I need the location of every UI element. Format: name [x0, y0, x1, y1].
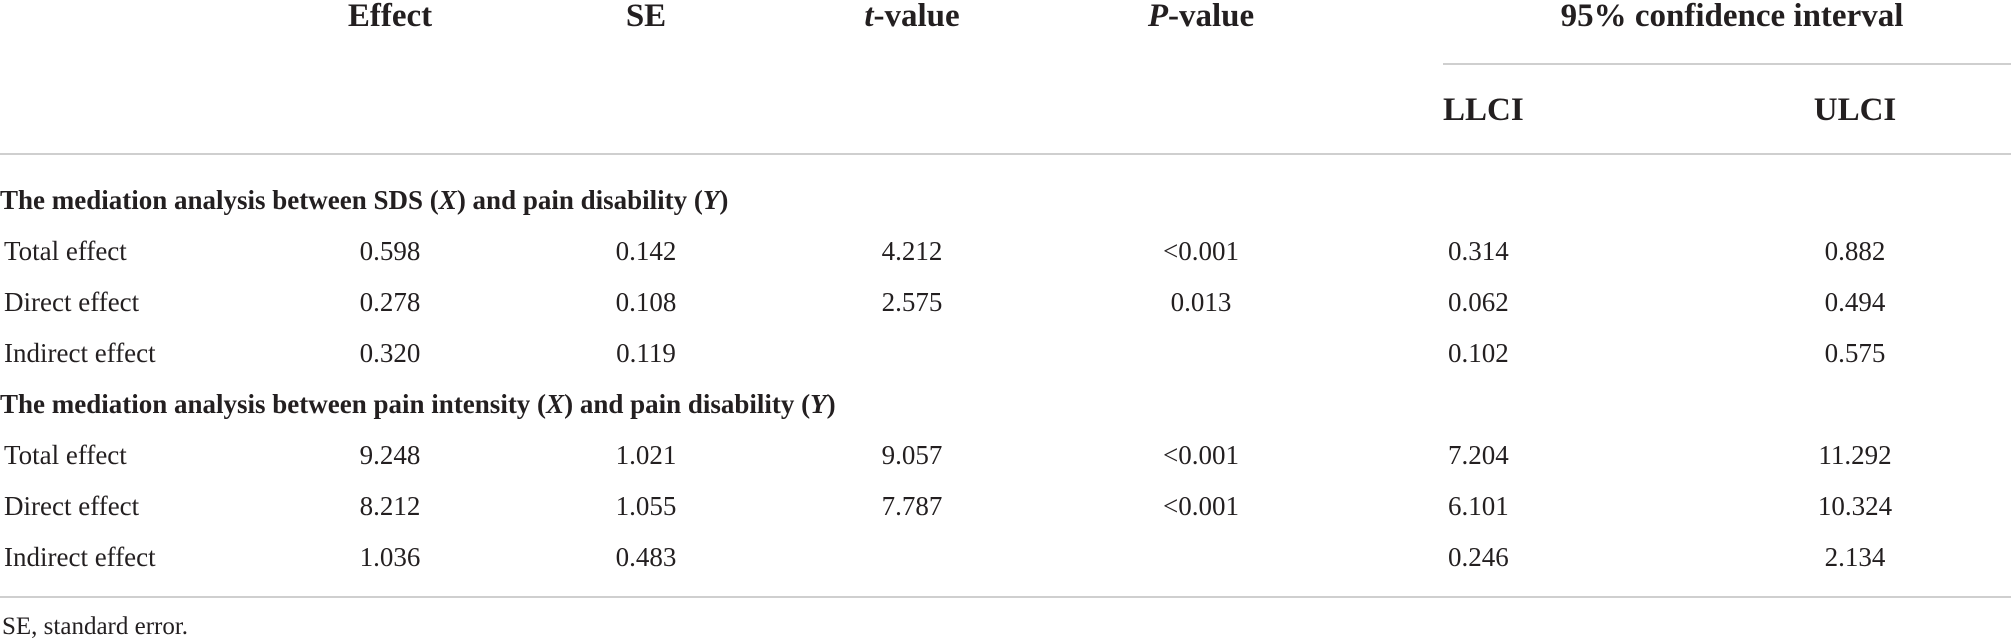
row-label: Total effect: [4, 440, 127, 470]
section-title-y: Y: [702, 185, 720, 215]
cell-effect: 9.248: [359, 440, 421, 470]
row-label: Total effect: [4, 236, 127, 266]
cell-se: 1.055: [615, 491, 677, 521]
cell-llci: 6.101: [1448, 491, 1509, 521]
cell-effect: 0.598: [359, 236, 421, 266]
header-effect: Effect: [347, 0, 433, 34]
cell-ulci: 0.494: [1824, 287, 1886, 317]
table-footnote: SE, standard error.: [2, 613, 189, 640]
cell-p: <0.001: [1163, 236, 1239, 266]
header-p-value-rest: -value: [1168, 0, 1255, 34]
cell-ulci: 0.575: [1824, 338, 1886, 368]
header-ulci: ULCI: [1813, 92, 1897, 128]
cell-ulci: 2.134: [1824, 542, 1886, 572]
cell-llci: 7.204: [1448, 440, 1509, 470]
row-label: Direct effect: [4, 287, 140, 317]
cell-se: 0.108: [615, 287, 677, 317]
cell-se: 1.021: [615, 440, 677, 470]
cell-ulci: 0.882: [1824, 236, 1886, 266]
row-label: Indirect effect: [4, 338, 156, 368]
section-title-part: ) and pain disability (: [456, 185, 703, 215]
header-t-value: t-value: [864, 0, 959, 33]
cell-p: <0.001: [1163, 440, 1239, 470]
header-confidence-interval: 95% confidence interval: [1560, 0, 1904, 34]
header-bottom-rule: [0, 153, 2011, 155]
section-title-x: X: [546, 389, 565, 419]
cell-llci: 0.062: [1448, 287, 1509, 317]
cell-t: 7.787: [881, 491, 943, 521]
cell-effect: 0.278: [359, 287, 421, 317]
section-title-part: ) and pain disability (: [564, 389, 811, 419]
section-title-part: The mediation analysis between SDS (: [0, 185, 439, 215]
section-title-x: X: [438, 185, 457, 215]
cell-ulci: 11.292: [1818, 440, 1892, 470]
header-se: SE: [625, 0, 667, 34]
cell-llci: 0.246: [1448, 542, 1509, 572]
cell-effect: 0.320: [359, 338, 421, 368]
cell-t: 4.212: [881, 236, 943, 266]
header-p-value: P-value: [1148, 0, 1254, 33]
section-title-sds: The mediation analysis between SDS (X) a…: [0, 187, 728, 214]
cell-effect: 8.212: [359, 491, 421, 521]
header-p-value-italic: P: [1147, 0, 1168, 34]
cell-llci: 0.314: [1448, 236, 1509, 266]
cell-p: 0.013: [1170, 287, 1232, 317]
cell-se: 0.142: [615, 236, 677, 266]
row-label: Direct effect: [4, 491, 140, 521]
section-title-pain-intensity: The mediation analysis between pain inte…: [0, 391, 836, 418]
section-title-part: The mediation analysis between pain inte…: [0, 389, 547, 419]
cell-llci: 0.102: [1448, 338, 1509, 368]
cell-ulci: 10.324: [1817, 491, 1893, 521]
header-llci: LLCI: [1443, 92, 1524, 128]
row-label: Indirect effect: [4, 542, 156, 572]
cell-effect: 1.036: [359, 542, 421, 572]
section-title-y: Y: [810, 389, 827, 419]
ci-header-rule: [1443, 63, 2011, 65]
section-title-part: ): [719, 185, 729, 215]
table-bottom-rule: [0, 596, 2011, 598]
section-title-part: ): [826, 389, 836, 419]
header-t-value-rest: -value: [873, 0, 960, 34]
cell-t: 9.057: [881, 440, 943, 470]
cell-se: 0.119: [616, 338, 676, 368]
cell-se: 0.483: [615, 542, 677, 572]
header-t-value-italic: t: [864, 0, 874, 34]
cell-p: <0.001: [1163, 491, 1239, 521]
cell-t: 2.575: [881, 287, 943, 317]
